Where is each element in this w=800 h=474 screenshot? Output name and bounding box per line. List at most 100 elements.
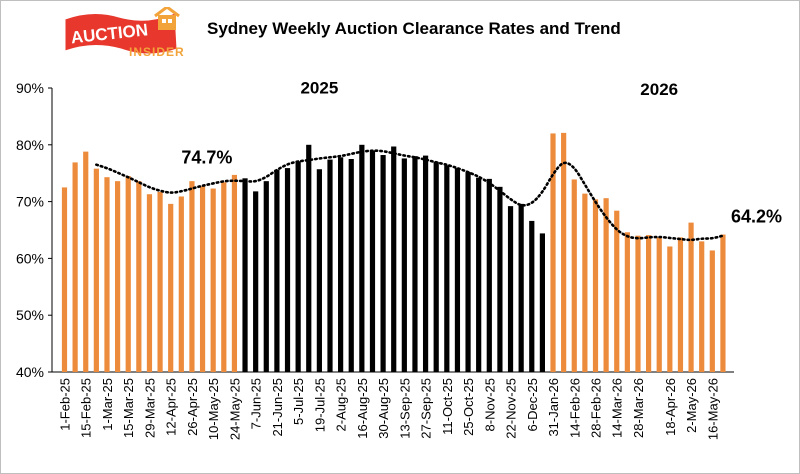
bar-21-Feb-26 <box>582 193 588 372</box>
bar-1-Nov-25 <box>476 177 482 372</box>
x-tick-label: 6-Dec-25 <box>525 378 540 431</box>
bar-26-Jul-25 <box>327 159 333 372</box>
bar-21-Jun-25 <box>274 169 280 372</box>
bar-6-Sep-25 <box>391 146 397 372</box>
bar-11-Oct-25 <box>444 165 450 372</box>
y-tick-label: 40% <box>16 364 44 380</box>
bar-11-Apr-26 <box>656 237 662 372</box>
x-tick-label: 31-Jan-26 <box>546 378 561 437</box>
x-tick-label: 16-Aug-25 <box>355 378 370 439</box>
bar-18-Oct-25 <box>454 168 461 372</box>
x-tick-label: 16-May-26 <box>705 378 720 440</box>
x-tick-label: 22-Nov-25 <box>504 378 519 439</box>
bar-23-May-26 <box>720 234 726 372</box>
bar-28-Mar-26 <box>635 235 641 372</box>
bar-12-Apr-25 <box>168 203 174 372</box>
bar-14-Mar-26 <box>614 210 620 372</box>
bar-26-Apr-25 <box>189 181 195 372</box>
bar-24-May-25 <box>231 174 238 372</box>
bar-29-Mar-25 <box>146 194 153 372</box>
bar-3-May-25 <box>199 186 206 372</box>
bar-15-Mar-25 <box>125 176 131 372</box>
bar-28-Jun-25 <box>284 168 291 372</box>
x-tick-label: 2-Aug-25 <box>334 378 349 431</box>
annotation-2025: 2025 <box>300 79 338 98</box>
x-tick-label: 18-Apr-26 <box>663 378 678 436</box>
y-tick-label: 70% <box>16 194 44 210</box>
chart-title: Sydney Weekly Auction Clearance Rates an… <box>207 19 621 38</box>
bar-17-May-25 <box>221 182 227 372</box>
logo-flag-shape <box>64 12 178 55</box>
y-tick-label: 80% <box>16 137 44 153</box>
bar-4-Apr-26 <box>646 235 652 372</box>
bar-31-May-25 <box>242 178 248 372</box>
bar-13-Dec-25 <box>539 233 545 372</box>
x-tick-label: 26-Apr-25 <box>185 378 200 436</box>
bar-2-Aug-25 <box>338 157 344 372</box>
bar-7-Jun-25 <box>253 191 259 372</box>
x-tick-label: 19-Jul-25 <box>312 378 327 432</box>
bar-19-Apr-25 <box>178 196 184 372</box>
bar-29-Nov-25 <box>518 203 524 372</box>
bar-5-Jul-25 <box>295 161 301 372</box>
annotation-642: 64.2% <box>731 207 782 227</box>
bar-7-Feb-26 <box>561 132 567 372</box>
annotation-747: 74.7% <box>181 148 232 168</box>
bar-14-Feb-26 <box>571 179 577 372</box>
bar-21-Mar-26 <box>624 232 630 372</box>
x-tick-label: 28-Feb-26 <box>589 378 604 438</box>
x-tick-label: 29-Mar-25 <box>142 378 157 438</box>
bar-5-Apr-25 <box>157 191 163 372</box>
bar-7-Mar-26 <box>603 198 609 372</box>
x-tick-label: 1-Mar-25 <box>100 378 115 431</box>
bar-9-May-26 <box>699 241 705 372</box>
bar-19-Jul-25 <box>316 169 322 372</box>
x-tick-label: 1-Feb-25 <box>58 378 73 431</box>
x-tick-label: 30-Aug-25 <box>376 378 391 439</box>
x-tick-label: 8-Nov-25 <box>482 378 497 431</box>
bar-8-Nov-25 <box>486 178 492 372</box>
bar-1-Feb-25 <box>61 187 68 372</box>
x-tick-label: 12-Apr-25 <box>164 378 179 436</box>
x-tick-label: 7-Jun-25 <box>249 378 264 429</box>
x-tick-label: 14-Feb-26 <box>567 378 582 438</box>
bar-1-Mar-25 <box>104 177 110 372</box>
bar-8-Feb-25 <box>72 162 78 372</box>
x-tick-label: 27-Sep-25 <box>419 378 434 439</box>
x-tick-label: 13-Sep-25 <box>397 378 412 439</box>
x-tick-label: 14-Mar-26 <box>610 378 625 438</box>
bar-8-Mar-25 <box>115 181 121 372</box>
x-tick-label: 24-May-25 <box>227 378 242 440</box>
bar-22-Nov-25 <box>507 206 514 372</box>
bar-22-Feb-25 <box>93 168 99 372</box>
logo-house-roof <box>154 7 180 18</box>
bar-23-Aug-25 <box>369 150 376 372</box>
logo-word-insider: INSIDER <box>129 45 185 59</box>
y-tick-label: 60% <box>16 250 44 266</box>
auction-insider-logo: AUCTION INSIDER <box>64 7 185 59</box>
bar-14-Jun-25 <box>263 181 269 372</box>
bar-4-Oct-25 <box>433 161 439 372</box>
bar-31-Jan-26 <box>550 133 556 372</box>
annotation-2026: 2026 <box>640 80 678 99</box>
logo-house-body <box>158 15 176 30</box>
x-tick-label: 21-Jun-25 <box>270 378 285 437</box>
x-tick-label: 15-Mar-25 <box>121 378 136 438</box>
bar-9-Aug-25 <box>348 159 354 372</box>
bar-10-May-25 <box>210 188 216 372</box>
trend-line <box>95 149 725 242</box>
x-tick-label: 28-Mar-26 <box>631 378 646 438</box>
x-tick-label: 25-Oct-25 <box>461 378 476 436</box>
bar-15-Feb-25 <box>83 151 89 372</box>
bar-20-Sep-25 <box>412 156 418 372</box>
bar-6-Dec-25 <box>529 220 535 372</box>
bar-30-Aug-25 <box>380 155 386 372</box>
x-tick-label: 10-May-25 <box>206 378 221 440</box>
x-tick-label: 11-Oct-25 <box>440 378 455 435</box>
x-tick-label: 5-Jul-25 <box>291 378 306 425</box>
bar-13-Sep-25 <box>401 158 407 372</box>
bar-2-May-26 <box>688 222 694 372</box>
bar-12-Jul-25 <box>306 144 312 372</box>
